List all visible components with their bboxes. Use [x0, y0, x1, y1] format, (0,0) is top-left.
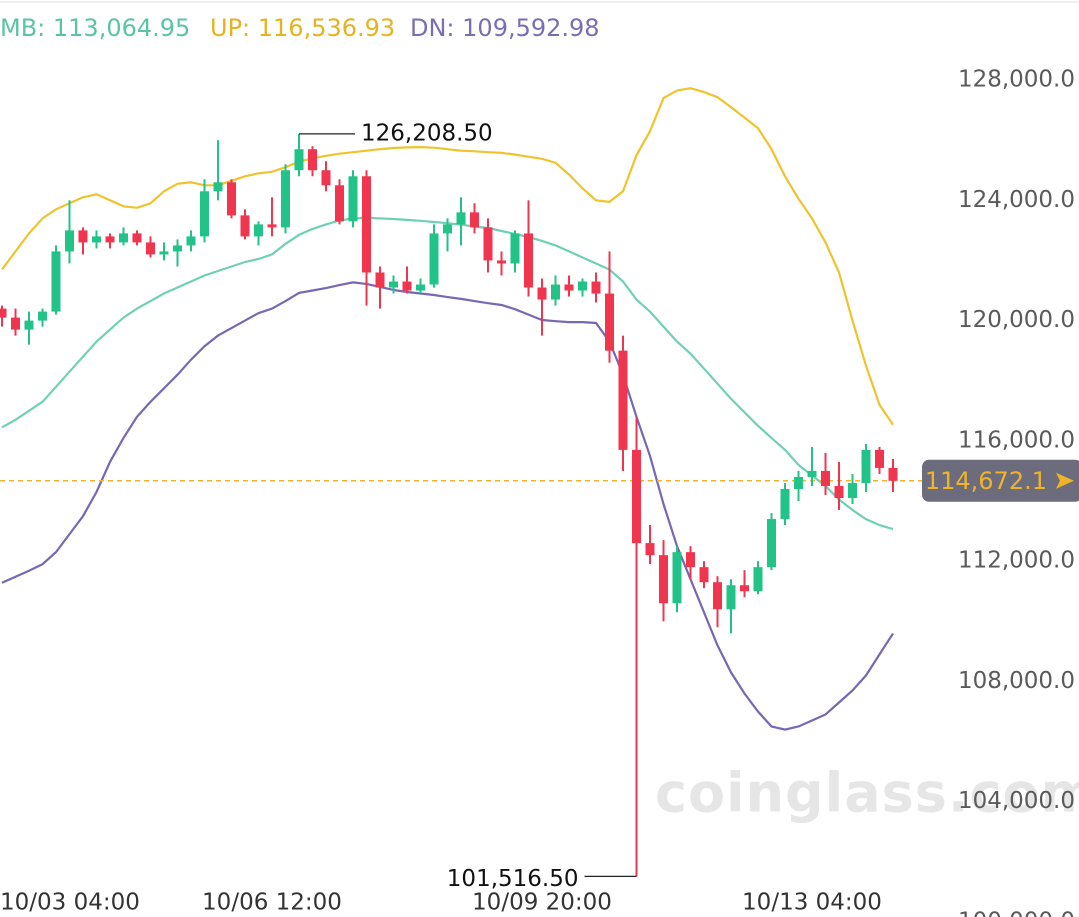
- candle-body: [551, 284, 560, 300]
- y-tick-label: 112,000.0: [958, 548, 1075, 574]
- candle-body: [321, 170, 331, 186]
- candle-body: [281, 170, 290, 228]
- candle-body: [173, 245, 182, 252]
- candle-body: [713, 582, 722, 610]
- candle-body: [213, 182, 223, 192]
- candle-body: [443, 224, 452, 234]
- candle-body: [254, 224, 263, 237]
- price-tag: [922, 459, 1079, 502]
- y-tick-label: 124,000.0: [958, 187, 1075, 213]
- candle-body: [429, 233, 439, 285]
- candle-body: [740, 585, 749, 592]
- candle-body: [861, 449, 871, 483]
- candle-body: [632, 449, 641, 544]
- y-tick-label: 116,000.0: [958, 427, 1075, 453]
- legend-entry: MB: 113,064.95: [0, 14, 190, 42]
- legend-entry: UP: 116,536.93: [210, 14, 395, 42]
- candle-body: [537, 287, 547, 300]
- candle-body: [362, 176, 371, 273]
- candle-body: [834, 485, 844, 499]
- candle-body: [227, 182, 236, 216]
- x-tick-label: 10/13 04:00: [742, 890, 882, 916]
- candle-body: [0, 308, 7, 318]
- y-tick-label: 128,000.0: [958, 67, 1075, 93]
- candle-body: [11, 317, 20, 330]
- candle-body: [456, 212, 466, 225]
- candle-body: [51, 251, 61, 312]
- candle-body: [294, 149, 304, 171]
- candle-body: [524, 233, 533, 288]
- candle-body: [348, 176, 358, 222]
- candle-body: [767, 519, 776, 568]
- y-tick-label: 108,000.0: [958, 668, 1075, 694]
- candle-body: [186, 236, 196, 246]
- candle-body: [645, 543, 655, 556]
- watermark: coinglass.com: [655, 762, 1079, 825]
- candle-body: [510, 233, 520, 264]
- band-line: [1, 281, 894, 731]
- candle-body: [875, 449, 884, 468]
- price-tag-label: 114,672.1: [925, 467, 1047, 495]
- annotation-label: 101,516.50: [447, 866, 579, 892]
- annotation-label: 126,208.50: [361, 120, 493, 146]
- candle-body: [780, 488, 790, 520]
- candle-body: [389, 281, 398, 288]
- candle-body: [470, 212, 479, 228]
- candle-body: [578, 281, 587, 291]
- candle-body: [591, 281, 601, 294]
- candle-body: [686, 552, 695, 568]
- candle-body: [564, 284, 574, 291]
- candle-body: [605, 293, 614, 351]
- candle-body: [159, 251, 169, 255]
- candle-body: [119, 233, 128, 243]
- candle-body: [753, 567, 763, 592]
- candle-body: [132, 233, 142, 243]
- candle-body: [65, 230, 74, 252]
- candle-body: [146, 242, 155, 255]
- candle-body: [240, 215, 250, 237]
- candle-body: [38, 311, 47, 321]
- x-tick-label: 10/03 04:00: [0, 890, 140, 916]
- candle-body: [78, 230, 88, 243]
- candle-body: [699, 567, 709, 583]
- candle-body: [807, 470, 817, 477]
- x-tick-label: 10/06 12:00: [202, 890, 342, 916]
- candle-body: [483, 227, 493, 261]
- candle-body: [335, 185, 344, 222]
- candle-body: [794, 476, 803, 489]
- y-tick-label: 100,000.0: [958, 909, 1075, 917]
- band-line: [1, 87, 894, 426]
- candle-body: [659, 555, 668, 604]
- x-tick-label: 10/09 20:00: [472, 890, 612, 916]
- price-tag-arrow: [1056, 472, 1074, 489]
- candle-body: [726, 585, 736, 610]
- y-tick-label: 120,000.0: [958, 307, 1075, 333]
- candle-body: [416, 284, 425, 291]
- candle-body: [267, 224, 277, 228]
- candle-body: [24, 320, 34, 330]
- candle-body: [848, 482, 857, 499]
- candle-body: [672, 552, 682, 604]
- legend-entry: DN: 109,592.98: [410, 14, 600, 42]
- candle-body: [888, 467, 898, 481]
- candle-body: [105, 236, 115, 243]
- candle-body: [618, 350, 628, 450]
- candle-body: [402, 281, 412, 291]
- candle-body: [200, 191, 209, 237]
- candle-body: [497, 260, 506, 264]
- candle-body: [92, 236, 101, 243]
- candle-body: [308, 149, 317, 171]
- band-line: [1, 216, 894, 531]
- candle-body: [375, 272, 385, 288]
- candle-body: [821, 470, 830, 486]
- y-tick-label: 104,000.0: [958, 788, 1075, 814]
